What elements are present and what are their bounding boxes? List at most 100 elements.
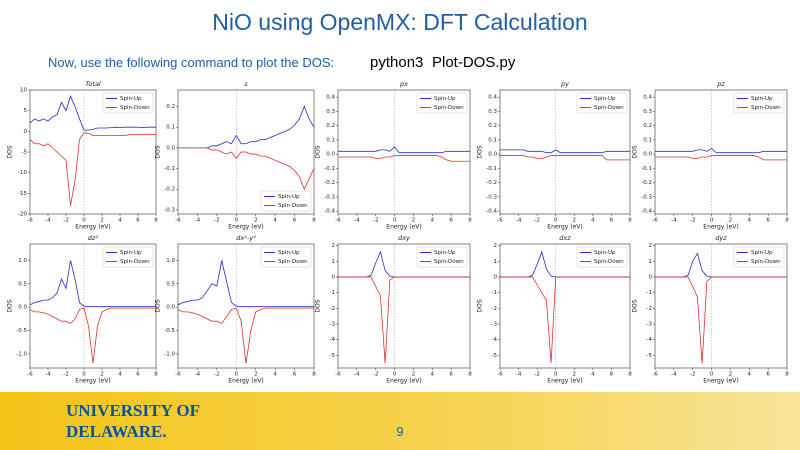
legend-label: Spin-Up (120, 96, 142, 102)
x-tick-label: 2 (729, 218, 733, 224)
x-tick-label: 0 (393, 218, 397, 224)
y-tick-label: -0.2 (324, 180, 335, 186)
x-axis-label: Energy (eV) (75, 378, 110, 385)
x-axis-label: Energy (eV) (386, 378, 421, 385)
y-tick-label: -0.4 (324, 209, 335, 215)
x-tick-label: 6 (610, 218, 614, 224)
plot-title: Total (85, 80, 101, 88)
x-tick-label: 6 (136, 218, 140, 224)
y-tick-label: 0 (24, 129, 28, 135)
y-tick-label: 0.0 (326, 152, 335, 158)
x-tick-label: 0 (554, 218, 558, 224)
x-axis-label: Energy (eV) (228, 378, 263, 385)
plot-title: py (560, 80, 569, 88)
y-tick-label: -2 (647, 306, 652, 312)
x-tick-label: -2 (534, 218, 539, 224)
y-tick-label: 1.0 (166, 258, 175, 264)
y-tick-label: 2 (332, 243, 336, 249)
dos-line (655, 276, 787, 364)
x-tick-label: 0 (235, 218, 239, 224)
x-tick-label: -2 (373, 372, 378, 378)
y-tick-label: 0.1 (326, 137, 335, 143)
y-tick-label: -0.2 (641, 180, 652, 186)
dos-line (500, 276, 630, 364)
plot-title: dxz (559, 234, 571, 242)
legend-label: Spin-Down (594, 259, 624, 265)
legend-label: Spin-Up (751, 96, 773, 102)
dos-line (29, 95, 156, 131)
x-axis-label: Energy (eV) (547, 224, 582, 231)
x-tick-label: -2 (214, 372, 219, 378)
x-axis-label: Energy (eV) (386, 224, 421, 231)
plot-frame (499, 243, 631, 369)
x-tick-label: 0 (235, 372, 239, 378)
y-tick-label: 0.0 (488, 152, 497, 158)
x-tick-label: 4 (591, 218, 595, 224)
x-tick-label: 2 (729, 372, 733, 378)
x-tick-label: 6 (136, 372, 140, 378)
y-tick-label: 0.0 (18, 305, 27, 311)
y-tick-label: 0.1 (643, 137, 652, 143)
x-tick-label: 2 (573, 218, 577, 224)
x-tick-label: -6 (652, 372, 658, 378)
dos-line (178, 105, 315, 149)
y-tick-label: 0.5 (18, 281, 27, 287)
y-tick-label: 0.0 (166, 145, 175, 151)
y-tick-label: 0.1 (166, 125, 175, 131)
y-tick-label: -5 (492, 353, 498, 359)
x-tick-label: -2 (690, 218, 695, 224)
x-tick-label: 0 (393, 372, 397, 378)
x-tick-label: -2 (690, 372, 695, 378)
y-tick-label: 0.0 (643, 152, 652, 158)
x-tick-label: 6 (766, 218, 770, 224)
x-tick-label: 8 (312, 218, 316, 224)
y-tick-label: -5 (22, 150, 28, 156)
plot-title: s (244, 80, 248, 88)
x-tick-label: 4 (273, 218, 277, 224)
x-tick-label: 4 (431, 218, 435, 224)
x-tick-label: 4 (118, 372, 122, 378)
y-tick-label: -0.1 (164, 166, 175, 172)
y-tick-label: 1 (494, 259, 498, 265)
y-tick-label: -0.4 (486, 209, 497, 215)
x-tick-label: 0 (710, 372, 714, 378)
y-tick-label: -1.0 (16, 351, 27, 357)
dos-line (500, 149, 630, 154)
x-tick-label: -4 (354, 218, 360, 224)
plot-title: dyz (715, 234, 727, 242)
y-tick-label: 0.2 (488, 123, 497, 129)
y-tick-label: 2 (649, 243, 653, 249)
y-axis-label: DOS (477, 145, 484, 158)
x-tick-label: 4 (748, 372, 752, 378)
plot-title: px (399, 80, 408, 88)
plot-title: dx²-y² (236, 234, 256, 242)
x-tick-label: -6 (27, 372, 33, 378)
dos-line (500, 155, 630, 161)
x-tick-label: 8 (628, 372, 632, 378)
y-axis-label: DOS (155, 145, 162, 158)
legend-label: Spin-Down (278, 259, 308, 265)
x-tick-label: 8 (785, 218, 789, 224)
y-axis-label: DOS (632, 299, 639, 312)
y-tick-label: 0.2 (326, 123, 335, 129)
plot-frame (337, 89, 471, 215)
dos-line (29, 132, 156, 206)
legend-label: Spin-Up (434, 96, 456, 102)
x-tick-label: 6 (293, 372, 297, 378)
y-tick-label: -4 (647, 337, 653, 343)
y-tick-label: -0.5 (164, 328, 175, 334)
dos-line (655, 155, 787, 161)
y-tick-label: -0.3 (324, 194, 335, 200)
y-tick-label: -5 (330, 353, 336, 359)
x-axis-label: Energy (eV) (228, 224, 263, 231)
y-tick-label: -4 (330, 337, 336, 343)
y-tick-label: -1 (330, 290, 335, 296)
x-tick-label: 4 (748, 218, 752, 224)
x-tick-label: -2 (373, 218, 378, 224)
x-tick-label: -6 (175, 218, 181, 224)
x-tick-label: 0 (82, 372, 86, 378)
command: Plot-DOS.py (432, 54, 516, 71)
legend-label: Spin-Down (278, 203, 308, 209)
legend-label: Spin-Up (278, 250, 300, 256)
